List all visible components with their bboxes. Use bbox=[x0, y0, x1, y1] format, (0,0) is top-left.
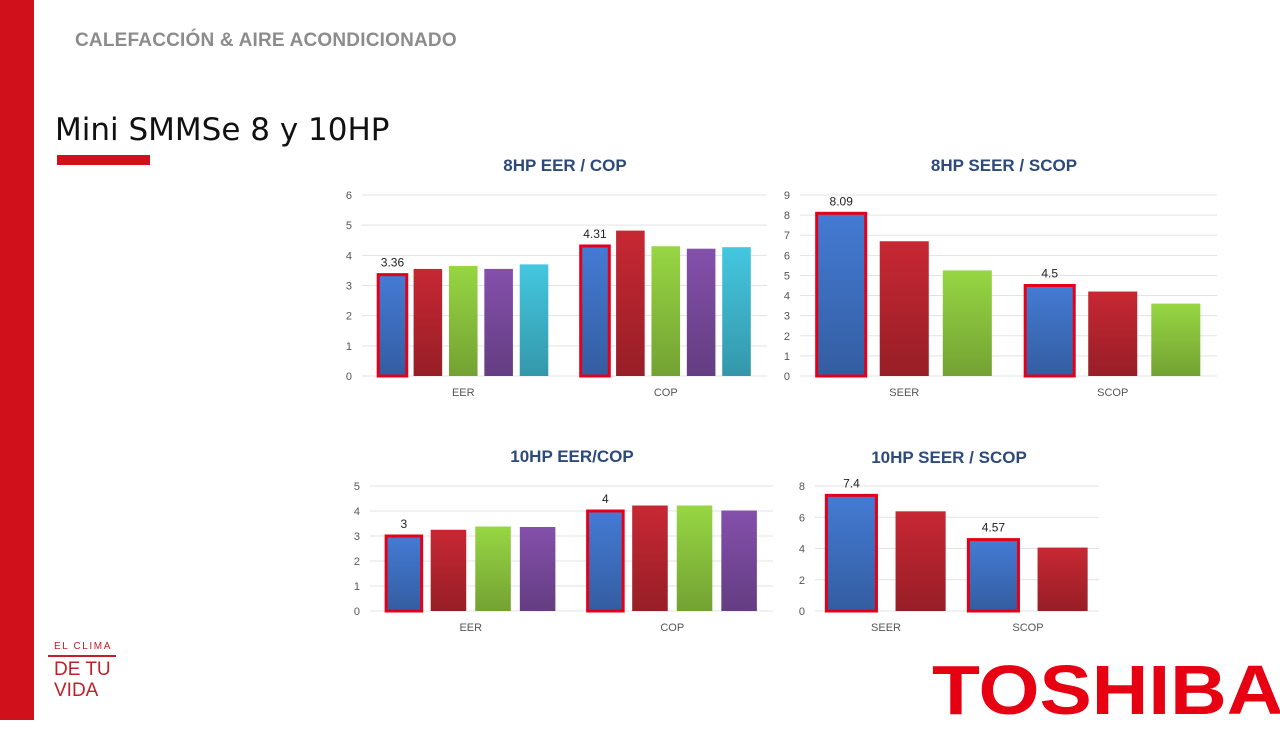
bar-highlighted bbox=[579, 244, 611, 378]
y-tick-label: 2 bbox=[346, 311, 352, 323]
y-tick-label: 6 bbox=[784, 250, 790, 262]
y-tick-label: 1 bbox=[354, 581, 360, 593]
title-underline bbox=[57, 155, 150, 165]
bar bbox=[676, 505, 713, 611]
y-tick-label: 4 bbox=[346, 250, 352, 262]
bar bbox=[413, 268, 443, 376]
page-title: Mini SMMSe 8 y 10HP bbox=[55, 112, 390, 148]
y-tick-label: 4 bbox=[784, 291, 790, 303]
y-tick-label: 5 bbox=[354, 481, 360, 493]
bar bbox=[651, 246, 681, 376]
chart-title: 8HP EER / COP bbox=[503, 156, 626, 175]
y-tick-label: 3 bbox=[784, 311, 790, 323]
x-category-label: EER bbox=[459, 622, 482, 634]
slogan-line-2: VIDA bbox=[54, 680, 99, 701]
y-tick-label: 4 bbox=[354, 506, 360, 518]
data-label: 7.4 bbox=[843, 476, 860, 490]
data-label: 4.57 bbox=[982, 521, 1006, 535]
data-label: 4.5 bbox=[1041, 267, 1058, 281]
y-tick-label: 1 bbox=[784, 351, 790, 363]
y-tick-label: 6 bbox=[346, 190, 352, 202]
bar-highlighted bbox=[376, 273, 409, 378]
y-tick-label: 0 bbox=[346, 371, 352, 383]
bar-highlighted bbox=[824, 493, 878, 613]
x-category-label: SCOP bbox=[1097, 387, 1128, 399]
bar-highlighted bbox=[1023, 284, 1076, 378]
data-label: 4.31 bbox=[583, 227, 607, 241]
bar bbox=[1151, 303, 1201, 376]
data-label: 8.09 bbox=[830, 194, 854, 208]
bar bbox=[519, 527, 556, 611]
slogan-top: EL CLIMA bbox=[54, 641, 113, 652]
slogan: EL CLIMA DE TU VIDA bbox=[48, 641, 116, 701]
bar bbox=[895, 511, 946, 611]
y-tick-label: 6 bbox=[799, 512, 805, 524]
red-side-bar bbox=[0, 0, 34, 720]
y-tick-label: 4 bbox=[799, 544, 805, 556]
y-tick-label: 5 bbox=[346, 220, 352, 232]
y-tick-label: 0 bbox=[784, 371, 790, 383]
x-category-label: COP bbox=[660, 622, 684, 634]
chart-title: 8HP SEER / SCOP bbox=[931, 156, 1077, 175]
x-category-label: COP bbox=[654, 387, 678, 399]
data-label: 3.36 bbox=[381, 256, 405, 270]
bar bbox=[1037, 547, 1088, 611]
bar bbox=[475, 526, 511, 611]
y-tick-label: 2 bbox=[799, 575, 805, 587]
bar bbox=[1088, 291, 1138, 376]
chart-title: 10HP EER/COP bbox=[510, 447, 633, 466]
header-title: CALEFACCIÓN & AIRE ACONDICIONADO bbox=[75, 30, 457, 51]
slogan-divider bbox=[48, 655, 116, 657]
y-tick-label: 5 bbox=[784, 270, 790, 282]
bar bbox=[616, 230, 645, 376]
bar-highlighted bbox=[586, 509, 625, 613]
x-category-label: SCOP bbox=[1012, 622, 1043, 634]
y-tick-label: 0 bbox=[354, 606, 360, 618]
bar bbox=[721, 510, 757, 611]
bar bbox=[519, 264, 549, 376]
y-tick-label: 3 bbox=[346, 281, 352, 293]
y-tick-label: 1 bbox=[346, 341, 352, 353]
bar-highlighted bbox=[384, 534, 424, 613]
bar bbox=[448, 265, 478, 376]
y-tick-label: 0 bbox=[799, 606, 805, 618]
bar-highlighted bbox=[815, 211, 868, 378]
toshiba-logo: TOSHIBA bbox=[932, 651, 1280, 729]
y-tick-label: 8 bbox=[799, 481, 805, 493]
y-tick-label: 7 bbox=[784, 230, 790, 242]
bar bbox=[686, 248, 716, 376]
x-category-label: SEER bbox=[889, 387, 919, 399]
bar bbox=[879, 241, 929, 376]
bar bbox=[484, 268, 513, 376]
y-tick-label: 8 bbox=[784, 210, 790, 222]
y-tick-label: 2 bbox=[784, 331, 790, 343]
bar bbox=[942, 270, 992, 376]
x-category-label: SEER bbox=[871, 622, 901, 634]
bar bbox=[722, 247, 751, 376]
data-label: 4 bbox=[602, 492, 609, 506]
bar bbox=[430, 529, 467, 611]
y-tick-label: 9 bbox=[784, 190, 790, 202]
slogan-line-1: DE TU bbox=[54, 659, 111, 680]
chart-title: 10HP SEER / SCOP bbox=[871, 448, 1027, 467]
data-label: 3 bbox=[401, 517, 408, 531]
x-category-label: EER bbox=[452, 387, 475, 399]
bar-highlighted bbox=[966, 538, 1020, 613]
y-tick-label: 3 bbox=[354, 531, 360, 543]
bar bbox=[632, 505, 668, 611]
y-tick-label: 2 bbox=[354, 556, 360, 568]
